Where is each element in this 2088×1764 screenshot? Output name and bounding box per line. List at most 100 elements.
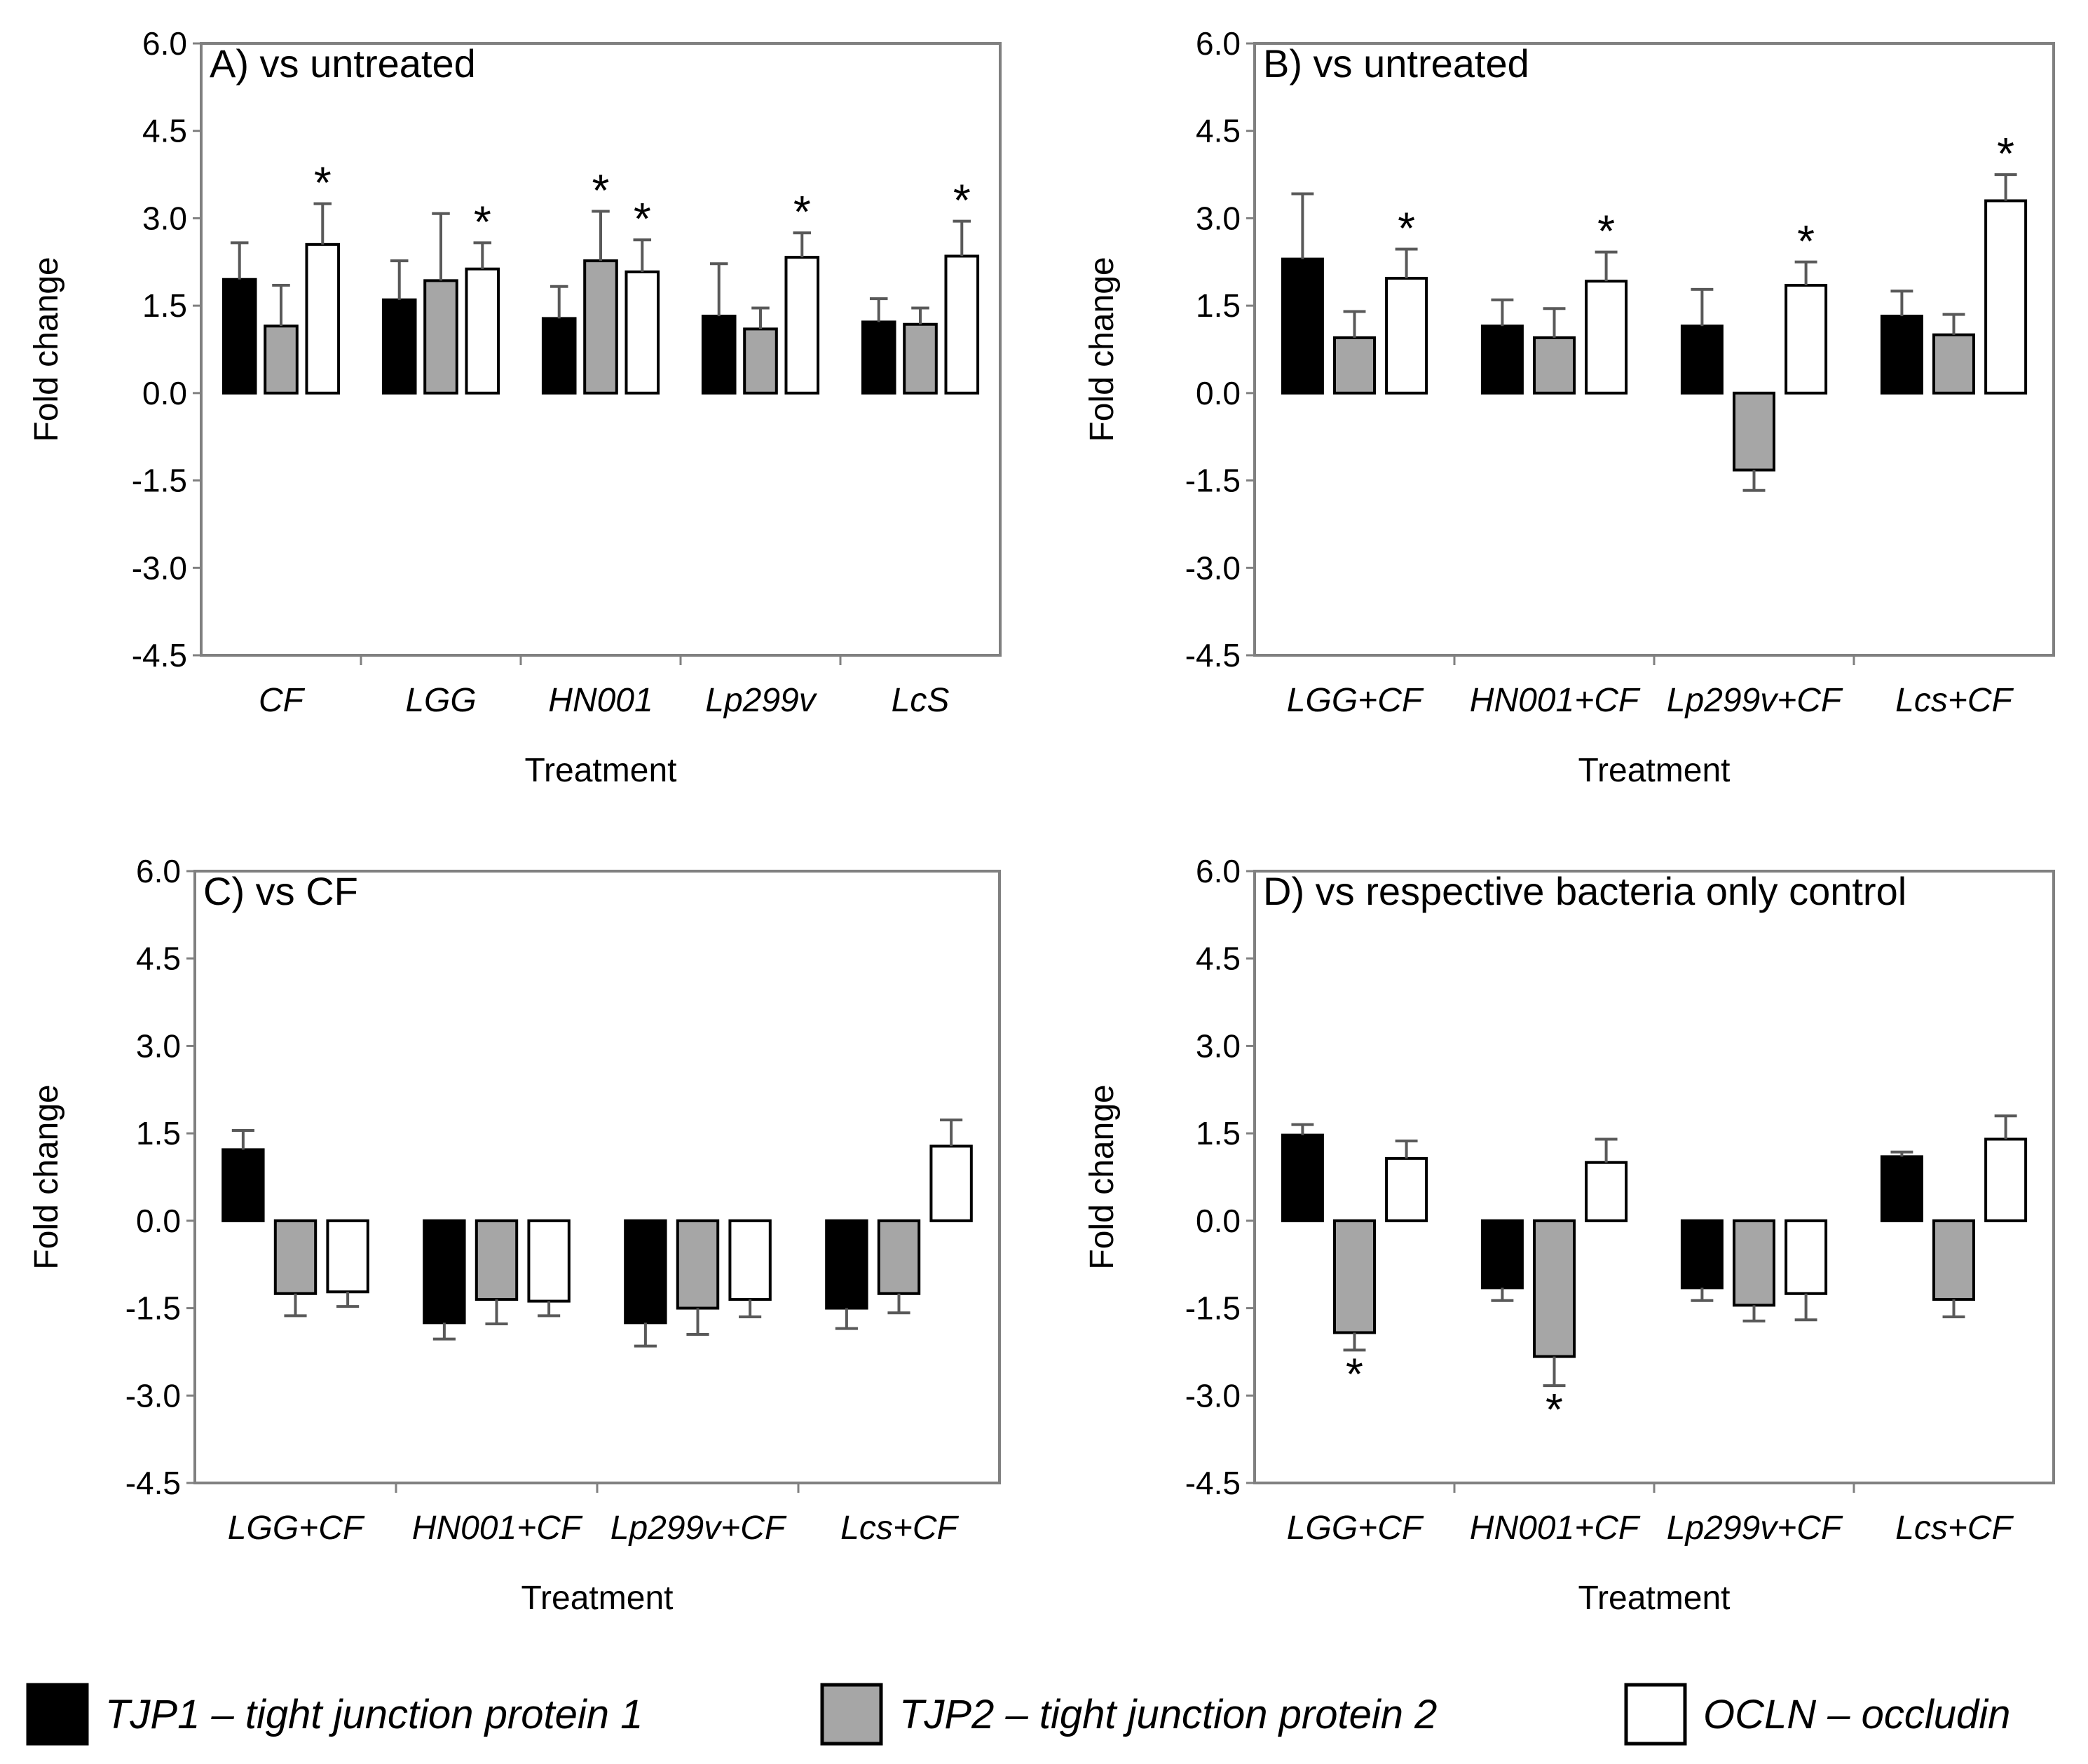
- significance-marker: *: [793, 186, 811, 237]
- significance-marker: *: [314, 158, 332, 208]
- legend-label-tjp1: TJP1 – tight junction protein 1: [105, 1692, 643, 1737]
- y-tick-label: -1.5: [1185, 463, 1241, 499]
- bar-tjp2: [475, 1219, 519, 1301]
- x-axis-title: Treatment: [521, 1580, 674, 1617]
- x-axis-title: Treatment: [1578, 752, 1731, 789]
- x-category-label: LGG+CF: [1287, 682, 1424, 719]
- y-tick-label: -3.0: [132, 549, 187, 586]
- y-axis-title: Fold change: [28, 257, 65, 442]
- panel-title: D) vs respective bacteria only control: [1263, 869, 1906, 913]
- bar-ocln: [1785, 1219, 1828, 1295]
- y-tick-label: 0.0: [1196, 1203, 1241, 1239]
- legend: TJP1 – tight junction protein 1 TJP2 – ti…: [26, 1683, 2010, 1746]
- x-category-label: Lp299v+CF: [1667, 682, 1843, 719]
- x-category-label: HN001: [548, 682, 653, 719]
- bar-tjp1: [1480, 324, 1524, 395]
- legend-label-tjp2: TJP2 – tight junction protein 2: [899, 1692, 1437, 1737]
- legend-swatch-ocln: [1624, 1683, 1687, 1746]
- y-tick-label: 6.0: [136, 853, 181, 889]
- bar-ocln: [465, 267, 500, 395]
- bar-tjp2: [1333, 336, 1376, 395]
- bar-tjp2: [1733, 391, 1775, 472]
- x-axis-title: Treatment: [1578, 1580, 1731, 1617]
- bar-tjp1: [423, 1219, 466, 1325]
- x-category-label: HN001+CF: [1470, 1510, 1641, 1547]
- y-tick-label: -4.5: [1185, 637, 1241, 674]
- y-tick-label: 4.5: [142, 113, 187, 149]
- bar-ocln: [1785, 284, 1828, 395]
- bar-tjp2: [903, 322, 938, 395]
- bar-tjp2: [1733, 1219, 1775, 1307]
- y-tick-label: -1.5: [132, 463, 187, 499]
- y-tick-label: 3.0: [142, 200, 187, 236]
- bar-tjp1: [825, 1219, 868, 1310]
- bar-tjp2: [423, 279, 458, 395]
- bar-ocln: [1385, 277, 1428, 395]
- x-category-label: CF: [259, 682, 306, 719]
- y-axis-title: Fold change: [1084, 257, 1121, 442]
- bar-ocln: [1585, 280, 1628, 395]
- bar-tjp1: [541, 317, 577, 395]
- significance-marker: *: [474, 196, 491, 247]
- bar-tjp2: [264, 324, 299, 395]
- x-category-label: HN001+CF: [1470, 682, 1641, 719]
- x-category-label: Lcs+CF: [1895, 1510, 2014, 1547]
- significance-marker: *: [1597, 206, 1615, 257]
- y-tick-label: 4.5: [1196, 941, 1241, 977]
- legend-swatch-tjp2: [820, 1683, 883, 1746]
- significance-marker: *: [1346, 1348, 1363, 1399]
- legend-swatch-tjp1: [26, 1683, 89, 1746]
- plot-area-border: [200, 42, 1002, 657]
- bar-tjp1: [861, 320, 896, 395]
- significance-marker: *: [1997, 128, 2014, 179]
- bar-tjp1: [1281, 257, 1324, 395]
- x-category-label: LGG+CF: [1287, 1510, 1424, 1547]
- bar-ocln: [728, 1219, 772, 1301]
- x-category-label: Lcs+CF: [1895, 682, 2014, 719]
- x-category-label: Lcs+CF: [840, 1510, 959, 1547]
- bar-ocln: [784, 256, 820, 395]
- y-tick-label: 1.5: [1196, 1115, 1241, 1151]
- bar-ocln: [625, 270, 660, 395]
- y-tick-label: 3.0: [1196, 1027, 1241, 1064]
- bar-tjp1: [1281, 1133, 1324, 1222]
- y-tick-label: -4.5: [125, 1465, 181, 1501]
- legend-label-ocln: OCLN – occludin: [1703, 1692, 2010, 1737]
- x-category-label: LGG: [405, 682, 476, 719]
- x-category-label: Lp299v: [705, 682, 817, 719]
- bar-ocln: [944, 254, 980, 395]
- bar-tjp1: [624, 1219, 667, 1325]
- bar-tjp1: [381, 298, 417, 395]
- significance-marker: *: [634, 193, 651, 244]
- y-tick-label: 3.0: [136, 1027, 181, 1064]
- y-tick-label: 6.0: [1196, 25, 1241, 62]
- y-tick-label: 0.0: [1196, 375, 1241, 411]
- bar-tjp2: [1932, 333, 1975, 395]
- bar-ocln: [1585, 1161, 1628, 1222]
- y-tick-label: 4.5: [136, 941, 181, 977]
- y-tick-label: 0.0: [142, 375, 187, 411]
- y-tick-label: 0.0: [136, 1203, 181, 1239]
- bar-ocln: [527, 1219, 571, 1303]
- y-axis-title: Fold change: [1084, 1084, 1121, 1269]
- chart-panel-4: 6.0 4.5 3.0 1.5 0.0 -1.5 -3.0 -4.5 LGG+CF HN001+C…: [1084, 853, 2055, 1617]
- chart-panel-1: 6.0 4.5 3.0 1.5 0.0 -1.5 -3.0 -4.5 CF LGG HN001 Lp2…: [28, 25, 1002, 789]
- bar-tjp2: [1333, 1219, 1376, 1334]
- chart-panel-2: 6.0 4.5 3.0 1.5 0.0 -1.5 -3.0 -4.5 LGG+CF HN001+C…: [1084, 25, 2055, 789]
- significance-marker: *: [1797, 216, 1815, 266]
- x-category-label: Lp299v+CF: [610, 1510, 787, 1547]
- bar-tjp2: [676, 1219, 720, 1310]
- y-tick-label: -3.0: [1185, 1377, 1241, 1414]
- bar-tjp2: [583, 259, 618, 395]
- y-tick-label: -1.5: [125, 1290, 181, 1327]
- bar-ocln: [1385, 1156, 1428, 1222]
- bar-ocln: [305, 242, 341, 395]
- bar-tjp2: [273, 1219, 318, 1295]
- significance-marker: *: [953, 175, 971, 226]
- y-tick-label: -4.5: [1185, 1465, 1241, 1501]
- x-axis-title: Treatment: [525, 752, 677, 789]
- bar-tjp1: [1880, 1155, 1923, 1222]
- bar-tjp1: [221, 278, 257, 395]
- bar-ocln: [929, 1144, 973, 1222]
